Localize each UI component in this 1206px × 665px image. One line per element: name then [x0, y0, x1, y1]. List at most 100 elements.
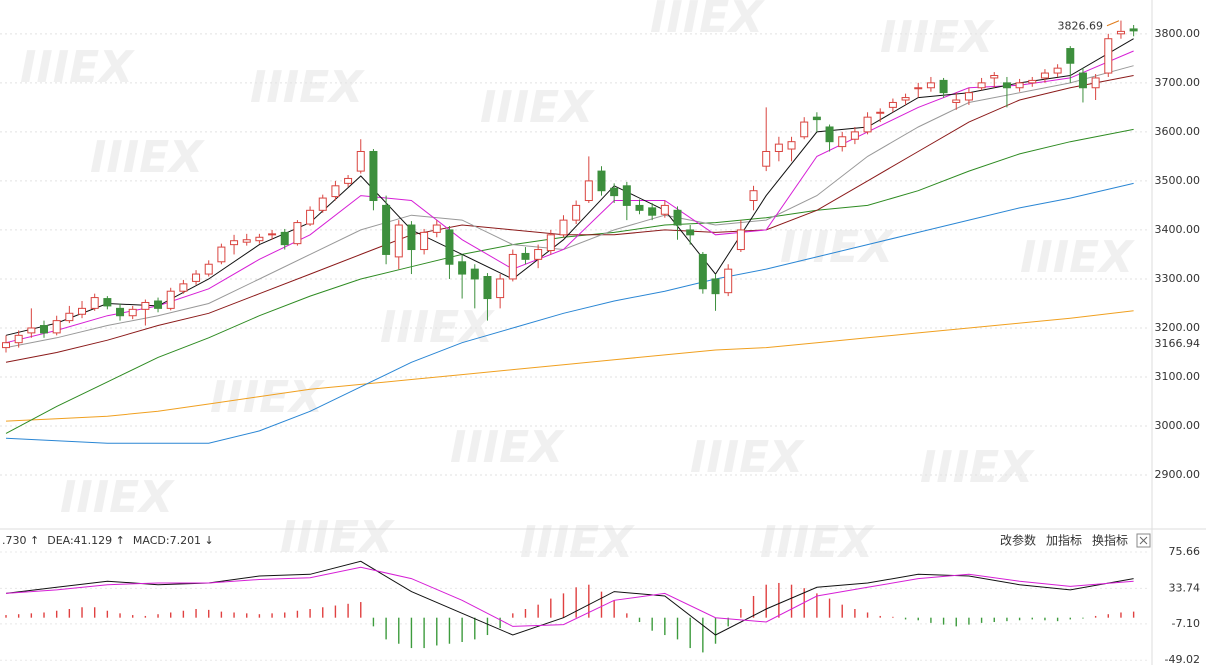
watermark: IIIEX — [210, 372, 325, 423]
macd-bar — [258, 614, 261, 618]
candle-body — [1040, 72, 1049, 79]
candle-body — [736, 229, 745, 251]
candle-body — [800, 121, 809, 138]
candle-body — [863, 116, 872, 133]
line — [5, 560, 1134, 636]
candle-body — [382, 204, 391, 255]
max-pointer — [1106, 20, 1120, 27]
y-tick-label: 33.74 — [1169, 581, 1201, 594]
candle-body — [242, 239, 251, 243]
candle-body — [458, 261, 467, 275]
candle-body — [888, 101, 897, 108]
indicator-label: .730 ↑ — [2, 534, 39, 547]
candle-body — [508, 253, 517, 280]
candle-body — [65, 312, 74, 322]
macd-bar — [499, 617, 501, 629]
macd-bar — [347, 603, 349, 618]
macd-bar — [980, 617, 983, 623]
candle-body — [724, 268, 733, 294]
watermarks: IIIEX IIIEX IIIEX IIIEX IIIEX IIIEX IIIE… — [20, 0, 1135, 568]
candle-body — [1066, 48, 1075, 64]
close-button[interactable] — [1136, 533, 1151, 548]
candle-body — [483, 276, 492, 300]
watermark: IIIEX — [780, 222, 895, 273]
macd-bar — [524, 609, 527, 618]
candle-body — [445, 229, 454, 265]
candle-body — [597, 170, 606, 192]
macd-bar — [752, 595, 755, 618]
macd-bar — [550, 598, 552, 618]
candle-body — [331, 185, 340, 198]
macd-bar — [892, 616, 894, 618]
candle-body — [407, 224, 416, 251]
macd-bar — [626, 613, 628, 618]
macd-bar — [461, 617, 463, 642]
macd-bar — [1031, 617, 1033, 620]
macd-bar — [664, 617, 666, 636]
macd-bar — [208, 609, 210, 618]
candle-body — [1116, 30, 1125, 35]
candle-body — [838, 136, 847, 148]
watermark: IIIEX — [760, 517, 875, 568]
watermark: IIIEX — [450, 422, 565, 473]
macd-bar — [423, 617, 425, 649]
macd-bar — [702, 617, 704, 653]
macd-bar — [1132, 611, 1135, 618]
macd-bar — [43, 612, 45, 618]
candle-body — [356, 150, 365, 172]
y-tick-label: 3300.00 — [1155, 272, 1201, 285]
macd-bar — [195, 609, 197, 618]
macd-bar — [296, 610, 299, 618]
candle-body — [14, 334, 23, 344]
macd-bar — [955, 617, 957, 627]
watermark: IIIEX — [920, 442, 1035, 493]
candle-body — [901, 97, 910, 101]
macd-bar — [436, 617, 438, 646]
macd-bar — [613, 600, 615, 618]
watermark: IIIEX — [650, 0, 765, 43]
candle-body — [217, 246, 226, 263]
candle-body — [622, 185, 631, 206]
toolbar-button[interactable]: 加指标 — [1046, 533, 1082, 548]
candle-body — [850, 131, 859, 140]
macd-bar — [93, 607, 96, 618]
y-tick-label: 3500.00 — [1155, 174, 1201, 187]
macd-bar — [372, 617, 375, 627]
candle-body — [762, 150, 771, 167]
macd-bar — [740, 609, 742, 618]
candle-body — [470, 268, 479, 280]
macd-bar — [879, 615, 881, 618]
candle-body — [128, 308, 137, 317]
macd-bar — [448, 617, 451, 644]
indicator-label: MACD:7.201 ↓ — [133, 534, 214, 547]
candle-body — [2, 342, 10, 349]
candle-body — [964, 92, 973, 101]
macd-bar — [1069, 617, 1071, 620]
macd-bar — [854, 609, 856, 618]
candle-body — [534, 249, 543, 260]
y-tick-label: 75.66 — [1169, 545, 1201, 558]
macd-bar — [993, 617, 995, 623]
macd-bar — [398, 617, 400, 644]
macd-bar — [119, 613, 121, 618]
macd-bar — [486, 617, 489, 636]
line — [5, 310, 1134, 422]
macd-bar — [55, 610, 58, 618]
macd-bar — [1107, 614, 1109, 618]
toolbar-button[interactable]: 改参数 — [1000, 533, 1036, 548]
macd-bar — [474, 617, 476, 640]
watermark: IIIEX — [880, 12, 995, 63]
macd-bar — [322, 607, 324, 618]
candle-body — [344, 177, 353, 184]
macd-bar — [68, 609, 71, 618]
candle-body — [306, 209, 315, 225]
macd-bar — [360, 602, 362, 618]
toolbar-button[interactable]: 换指标 — [1092, 533, 1128, 548]
y-tick-label: 3800.00 — [1155, 27, 1201, 40]
macd-bar — [246, 613, 248, 618]
macd-bar — [220, 611, 223, 618]
y-tick-label: 3400.00 — [1155, 223, 1201, 236]
candle-body — [1091, 77, 1100, 89]
candle-body — [546, 234, 555, 252]
watermark: IIIEX — [380, 302, 495, 353]
